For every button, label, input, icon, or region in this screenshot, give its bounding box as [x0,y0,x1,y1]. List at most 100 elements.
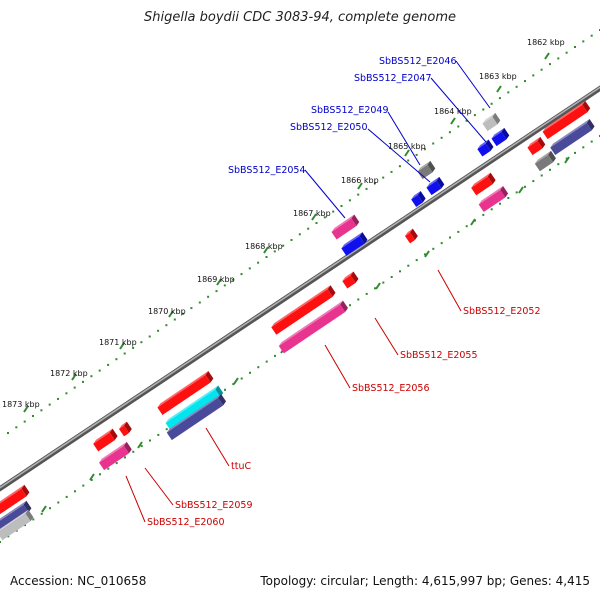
gene-e2054-face [331,218,357,240]
gene-red-left-end [109,428,118,441]
ruler-dot [257,261,260,264]
ruler-label: 1872 kbp [50,369,88,378]
gene-red-small-b [342,271,359,289]
gene-e2049 [417,160,436,180]
ruler-dot [590,140,593,143]
ruler-label: 1871 kbp [99,338,137,347]
gene-label-e2056[interactable]: SbBS512_E2056 [352,383,430,394]
ruler-dot [482,108,485,111]
ruler-dot [465,225,468,228]
ruler-dot [0,541,1,543]
ruler-dot [173,318,176,321]
gene-label-e2060[interactable]: SbBS512_E2060 [147,517,225,528]
ruler-dot [248,267,251,270]
ruler-dot [257,366,260,369]
ruler-dot [74,490,76,493]
major-tick [89,473,95,481]
major-tick [496,85,502,93]
ruler-dot [574,46,576,48]
gene-label-e2055[interactable]: SbBS512_E2055 [400,350,478,361]
ruler-label: 1865 kbp [388,142,426,151]
ruler-dot [57,397,59,400]
gene-gray-top-top [534,150,551,164]
gene-red-long [157,371,214,415]
ruler-dot [524,80,526,83]
ruler-dot [99,473,101,476]
gene-label-e2054[interactable]: SbBS512_E2054 [228,165,306,176]
ruler-dot [290,239,293,241]
gene-label-e2059[interactable]: SbBS512_E2059 [175,500,253,511]
ruler-dot [132,450,135,453]
ruler-dot [507,91,510,94]
ruler-dot [307,227,310,230]
gene-gray-edge-end [25,509,34,522]
gene-red-mid [471,172,496,196]
ruler-dot [65,495,68,498]
gene-red-small-top [527,136,541,148]
gene-labels: SbBS512_E2046 SbBS512_E2047 SbBS512_E204… [147,56,541,528]
ruler-dot [565,51,568,54]
ruler-dot [565,157,568,160]
gene-e2052-end [409,228,418,241]
major-tick [168,310,174,318]
ruler-dot [374,287,376,290]
ruler-dot [49,507,51,510]
gene-label-ttuc[interactable]: ttuC [231,461,251,472]
gene-blue-c-end [359,232,368,244]
gene-label-e2050[interactable]: SbBS512_E2050 [290,122,368,133]
gene-e2059-end [123,441,132,454]
gene-e2059-face [99,445,129,471]
gene-blue-c-face [341,236,365,256]
gene-slate-ttuc-top [166,393,221,433]
accession-text: Accession: NC_010658 [10,574,147,588]
gene-blue-b-face [411,195,423,207]
gene-gray-edge [0,509,34,541]
gene-e2056 [278,300,348,354]
ruler-dot [223,284,226,287]
ruler-dot [24,524,26,527]
leader-e2054 [304,169,346,219]
ruler-dot [149,439,151,442]
gene-slate-top-right-face [550,122,592,156]
gene-label-e2046[interactable]: SbBS512_E2046 [379,56,457,67]
major-tick [263,246,269,254]
gene-red-tiny [118,421,132,437]
ruler-dot [224,388,226,391]
ruler-dot [232,278,235,281]
ruler-dot [15,426,18,429]
ruler-dot [15,529,18,532]
ruler-label: 1873 kbp [2,400,40,409]
ruler-dot [407,264,410,267]
ruler-dot [148,335,151,338]
gene-gray-top-face [534,154,554,172]
ruler-dot [157,433,160,436]
gene-red-small-b-end [350,271,359,283]
gene-magenta-mid [478,186,509,212]
gene-gray-edge-face [0,513,31,541]
ruler-dot [457,230,460,233]
gene-label-e2047[interactable]: SbBS512_E2047 [354,73,432,84]
gene-gray-top [534,150,556,172]
gene-slate-edge-end [23,500,32,513]
ruler-dot [457,125,460,128]
ruler-dot [48,403,51,406]
ruler-dot [532,180,535,183]
major-tick [518,186,524,194]
gene-red-small-end [537,136,546,149]
ruler-dot [32,518,35,521]
ruler-dot [82,380,84,383]
ruler-dot [432,247,435,250]
gene-e2052-face [404,232,416,244]
ruler-dot [82,484,85,487]
gene-ttuc [165,385,224,431]
ruler-dot [182,312,185,315]
ruler-dot [140,341,143,344]
ruler-label: 1869 kbp [197,275,235,284]
gene-gray-top-end [548,150,556,163]
ruler-dot [357,193,360,196]
ruler-dot [90,479,93,481]
gene-e2049-top [417,160,431,172]
gene-label-e2052[interactable]: SbBS512_E2052 [463,306,541,317]
gene-label-e2049[interactable]: SbBS512_E2049 [311,105,389,116]
gene-gray-edge-top [0,509,29,532]
